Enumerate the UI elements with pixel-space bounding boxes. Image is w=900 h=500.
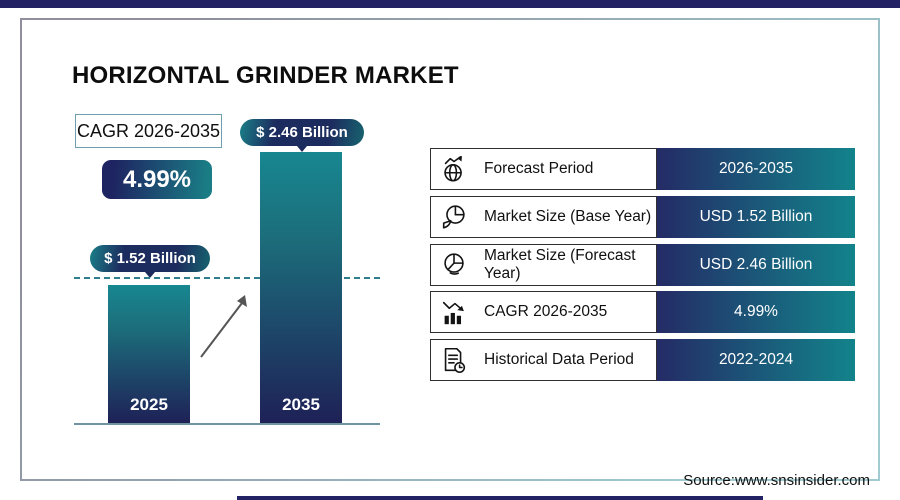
reference-dashed-line xyxy=(74,277,380,279)
table-row-label: Historical Data Period xyxy=(484,351,634,369)
page-title: HORIZONTAL GRINDER MARKET xyxy=(72,62,459,89)
source-credit: Source:www.snsinsider.com xyxy=(683,472,870,489)
table-label-cell: Forecast Period xyxy=(430,148,657,190)
pie-chart-icon xyxy=(438,201,470,233)
table-label-cell: Historical Data Period xyxy=(430,339,657,382)
globe-trend-icon xyxy=(438,153,470,185)
bar-trend-icon xyxy=(438,296,470,328)
bar-year-label: 2025 xyxy=(130,395,168,414)
table-row: Forecast Period 2026-2035 xyxy=(430,148,855,190)
bottom-accent-bar xyxy=(237,496,763,500)
top-accent-bar xyxy=(0,0,900,8)
table-row-value: 2026-2035 xyxy=(657,148,855,190)
table-row-label: Market Size (Forecast Year) xyxy=(484,246,636,282)
table-row: Market Size (Base Year) USD 1.52 Billion xyxy=(430,195,855,238)
table-row-value: 4.99% xyxy=(657,291,855,334)
bar-value-callout-2035: $ 2.46 Billion xyxy=(240,119,364,152)
cagr-period-box: CAGR 2026-2035 xyxy=(75,114,222,148)
table-row-label: CAGR 2026-2035 xyxy=(484,303,608,321)
bar-2025: 2025 xyxy=(108,285,190,423)
pie-chart-alt-icon xyxy=(438,249,470,281)
bar-value-callout-2025: $ 1.52 Billion xyxy=(90,245,210,278)
table-row: Market Size (Forecast Year) USD 2.46 Bil… xyxy=(430,243,855,286)
cagr-value-badge: 4.99% xyxy=(102,160,212,199)
growth-arrow-icon xyxy=(200,295,247,358)
table-row-value: USD 2.46 Billion xyxy=(657,243,855,286)
document-clock-icon xyxy=(438,344,470,376)
table-row-value: USD 1.52 Billion xyxy=(657,195,855,238)
table-row-value: 2022-2024 xyxy=(657,339,855,382)
table-row-label: Forecast Period xyxy=(484,160,594,177)
table-row: Historical Data Period 2022-2024 xyxy=(430,339,855,382)
bar-year-label: 2035 xyxy=(282,395,320,414)
table-label-cell: Market Size (Forecast Year) xyxy=(430,243,657,286)
table-label-cell: Market Size (Base Year) xyxy=(430,195,657,238)
bar-2035: 2035 xyxy=(260,152,342,423)
table-label-cell: CAGR 2026-2035 xyxy=(430,291,657,334)
chart-baseline xyxy=(74,423,380,425)
table-row: CAGR 2026-2035 4.99% xyxy=(430,291,855,334)
table-row-label: Market Size (Base Year) xyxy=(484,207,652,225)
